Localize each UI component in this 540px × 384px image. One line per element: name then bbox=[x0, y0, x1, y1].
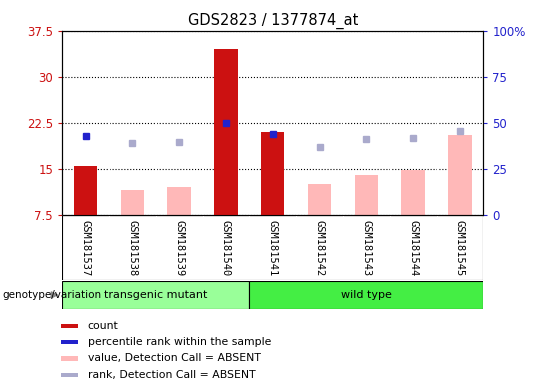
Text: GSM181543: GSM181543 bbox=[361, 220, 372, 276]
Text: wild type: wild type bbox=[341, 290, 392, 300]
Text: value, Detection Call = ABSENT: value, Detection Call = ABSENT bbox=[87, 353, 261, 363]
Text: GSM181541: GSM181541 bbox=[268, 220, 278, 276]
Bar bbox=[61, 372, 78, 377]
Text: count: count bbox=[87, 321, 118, 331]
Bar bbox=[261, 132, 285, 215]
Text: GSM181544: GSM181544 bbox=[408, 220, 418, 276]
Bar bbox=[62, 281, 249, 309]
Bar bbox=[120, 190, 144, 215]
Bar bbox=[167, 187, 191, 215]
Text: genotype/variation: genotype/variation bbox=[3, 290, 102, 300]
Bar bbox=[308, 184, 331, 215]
Bar bbox=[214, 49, 238, 215]
Text: GSM181545: GSM181545 bbox=[455, 220, 465, 276]
Bar bbox=[61, 324, 78, 328]
Bar bbox=[355, 175, 378, 215]
Title: GDS2823 / 1377874_at: GDS2823 / 1377874_at bbox=[187, 13, 358, 29]
Bar bbox=[448, 135, 471, 215]
Bar bbox=[401, 170, 425, 215]
Text: percentile rank within the sample: percentile rank within the sample bbox=[87, 337, 271, 347]
Text: transgenic mutant: transgenic mutant bbox=[104, 290, 207, 300]
Bar bbox=[61, 356, 78, 361]
Bar bbox=[74, 166, 97, 215]
Text: GSM181542: GSM181542 bbox=[314, 220, 325, 276]
Text: GSM181538: GSM181538 bbox=[127, 220, 137, 276]
Text: GSM181539: GSM181539 bbox=[174, 220, 184, 276]
Bar bbox=[249, 281, 483, 309]
Bar bbox=[61, 340, 78, 344]
Text: GSM181537: GSM181537 bbox=[80, 220, 91, 276]
Text: rank, Detection Call = ABSENT: rank, Detection Call = ABSENT bbox=[87, 370, 255, 380]
Text: GSM181540: GSM181540 bbox=[221, 220, 231, 276]
